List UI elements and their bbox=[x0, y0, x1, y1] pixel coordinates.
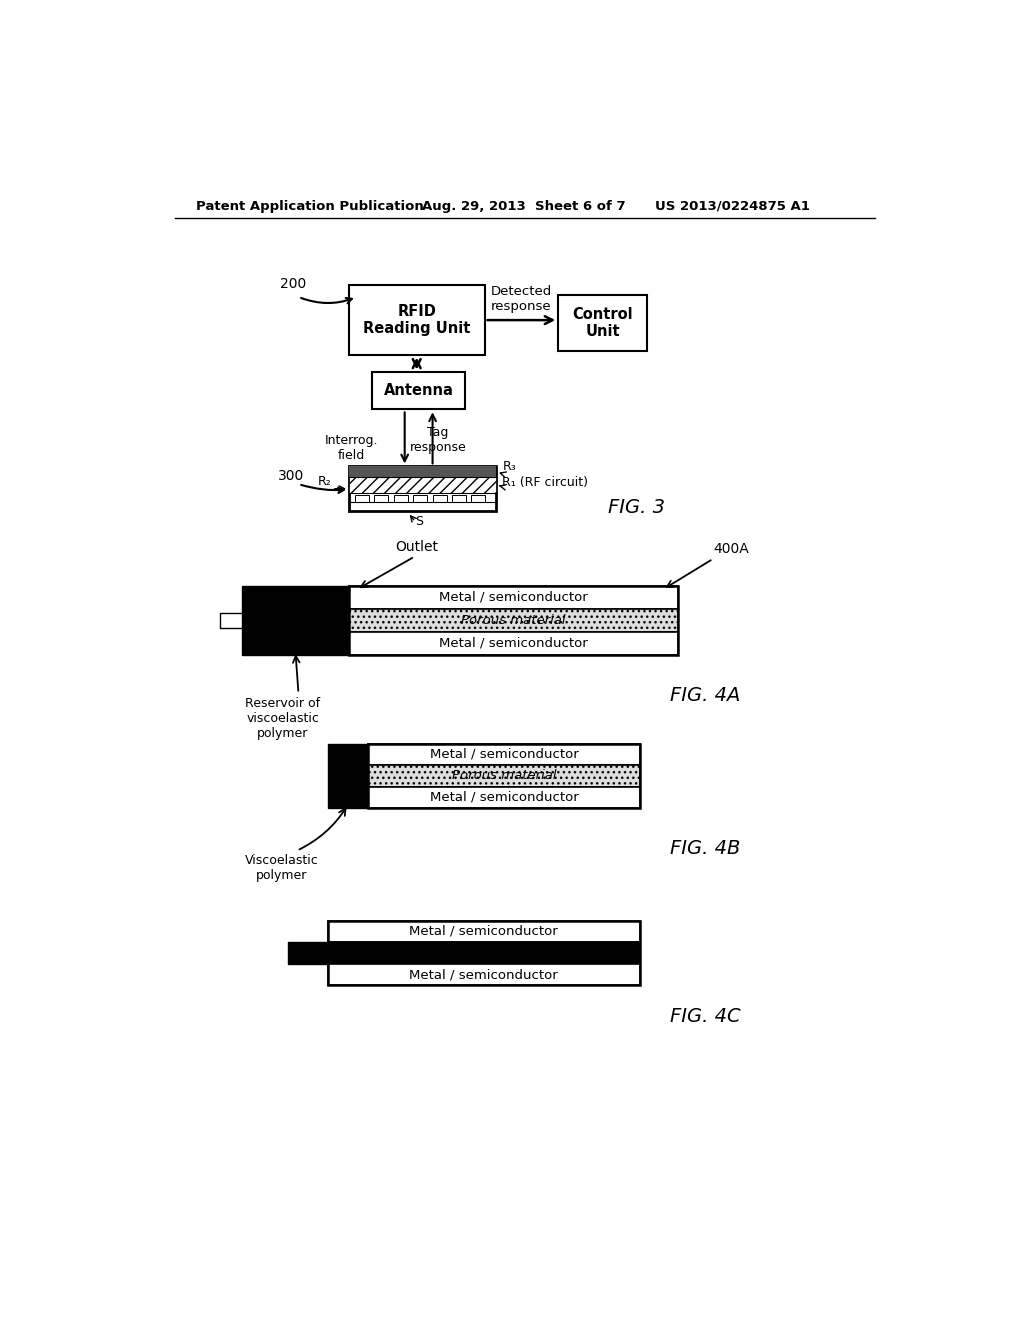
FancyBboxPatch shape bbox=[328, 743, 369, 808]
Text: Outlet: Outlet bbox=[395, 540, 438, 554]
Text: Antenna: Antenna bbox=[384, 383, 454, 399]
Text: 200: 200 bbox=[280, 277, 306, 290]
FancyBboxPatch shape bbox=[288, 942, 328, 964]
Text: Metal / semiconductor: Metal / semiconductor bbox=[439, 638, 588, 649]
FancyBboxPatch shape bbox=[394, 495, 408, 502]
Text: Patent Application Publication: Patent Application Publication bbox=[197, 199, 424, 213]
FancyBboxPatch shape bbox=[328, 921, 640, 942]
FancyBboxPatch shape bbox=[220, 612, 242, 628]
Text: FIG. 4B: FIG. 4B bbox=[671, 840, 741, 858]
Text: FIG. 4A: FIG. 4A bbox=[671, 686, 741, 705]
Text: Metal / semiconductor: Metal / semiconductor bbox=[429, 791, 579, 804]
Text: R₃: R₃ bbox=[503, 461, 516, 474]
FancyBboxPatch shape bbox=[328, 942, 640, 964]
Text: Interrog.
field: Interrog. field bbox=[325, 434, 378, 462]
Text: Metal / semiconductor: Metal / semiconductor bbox=[439, 591, 588, 603]
Text: Control
Unit: Control Unit bbox=[572, 308, 633, 339]
FancyBboxPatch shape bbox=[375, 495, 388, 502]
Text: R₂: R₂ bbox=[317, 475, 332, 488]
FancyBboxPatch shape bbox=[372, 372, 465, 409]
Text: S: S bbox=[416, 515, 424, 528]
Text: US 2013/0224875 A1: US 2013/0224875 A1 bbox=[655, 199, 810, 213]
Text: Porous material: Porous material bbox=[462, 614, 566, 627]
FancyBboxPatch shape bbox=[349, 632, 678, 655]
FancyBboxPatch shape bbox=[349, 466, 496, 478]
FancyBboxPatch shape bbox=[349, 586, 678, 609]
Text: 300: 300 bbox=[278, 470, 304, 483]
FancyBboxPatch shape bbox=[369, 787, 640, 808]
FancyBboxPatch shape bbox=[432, 495, 446, 502]
FancyBboxPatch shape bbox=[414, 495, 427, 502]
Text: 400A: 400A bbox=[713, 541, 749, 556]
Text: Porous material: Porous material bbox=[452, 770, 556, 783]
FancyBboxPatch shape bbox=[328, 964, 640, 985]
Text: Reservoir of
viscoelastic
polymer: Reservoir of viscoelastic polymer bbox=[246, 697, 321, 741]
FancyBboxPatch shape bbox=[471, 495, 485, 502]
Text: Detected
response: Detected response bbox=[490, 285, 552, 313]
FancyBboxPatch shape bbox=[369, 743, 640, 766]
Text: FIG. 3: FIG. 3 bbox=[608, 498, 666, 516]
FancyBboxPatch shape bbox=[349, 609, 678, 632]
FancyBboxPatch shape bbox=[349, 285, 484, 355]
FancyBboxPatch shape bbox=[369, 766, 640, 787]
FancyBboxPatch shape bbox=[558, 296, 647, 351]
Text: FIG. 4C: FIG. 4C bbox=[671, 1007, 741, 1027]
FancyBboxPatch shape bbox=[349, 478, 496, 492]
Text: Tag
response: Tag response bbox=[410, 426, 466, 454]
FancyBboxPatch shape bbox=[242, 586, 349, 655]
FancyBboxPatch shape bbox=[452, 495, 466, 502]
FancyBboxPatch shape bbox=[355, 495, 369, 502]
Text: RFID
Reading Unit: RFID Reading Unit bbox=[362, 304, 470, 337]
Text: Metal / semiconductor: Metal / semiconductor bbox=[410, 968, 558, 981]
Text: Metal / semiconductor: Metal / semiconductor bbox=[429, 748, 579, 760]
Text: Metal / semiconductor: Metal / semiconductor bbox=[410, 925, 558, 939]
Text: Viscoelastic
polymer: Viscoelastic polymer bbox=[245, 854, 318, 883]
Text: Aug. 29, 2013  Sheet 6 of 7: Aug. 29, 2013 Sheet 6 of 7 bbox=[423, 199, 626, 213]
Text: R₁ (RF circuit): R₁ (RF circuit) bbox=[503, 477, 589, 490]
FancyBboxPatch shape bbox=[349, 466, 496, 511]
